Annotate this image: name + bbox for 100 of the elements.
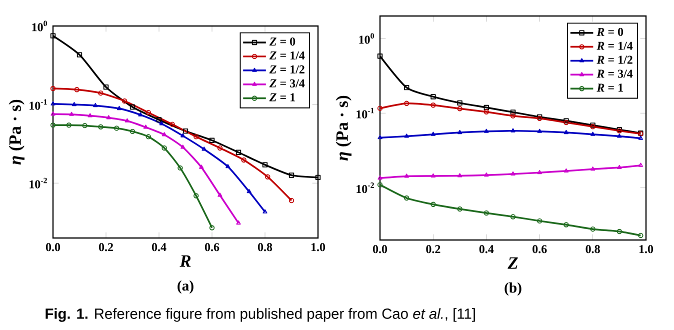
point: [265, 174, 270, 180]
point: [180, 144, 186, 149]
point: [510, 128, 516, 132]
point: [194, 193, 199, 198]
point: [510, 113, 516, 118]
point: [484, 109, 490, 114]
point: [116, 106, 122, 110]
y-tick-label: 10$^{-2}$: [356, 182, 374, 194]
point: [537, 170, 542, 174]
point: [130, 104, 136, 110]
point: [138, 112, 143, 116]
text: (b): [504, 282, 522, 296]
point: [564, 222, 569, 228]
point: [616, 228, 622, 234]
point: [194, 134, 199, 140]
point: [315, 174, 321, 180]
point: [98, 124, 104, 130]
point: [510, 110, 516, 115]
legend-label: R = 1/4: [596, 42, 633, 50]
text: Fig. 1. Reference figure from published paper from Cao et al., [11]: [46, 308, 475, 322]
point: [430, 202, 436, 207]
point: [103, 84, 109, 90]
point: [241, 157, 246, 163]
point: [457, 100, 462, 106]
point: [76, 52, 82, 58]
point: [98, 90, 104, 96]
point: [510, 214, 516, 220]
point: [156, 117, 162, 122]
legend-label: Z = 1/2: [269, 65, 304, 74]
point: [457, 130, 462, 134]
point: [484, 128, 489, 133]
point: [124, 118, 130, 122]
point: [246, 188, 252, 194]
point: [404, 100, 410, 106]
point: [170, 122, 175, 127]
point: [236, 150, 242, 155]
point: [404, 84, 410, 90]
point: [202, 146, 206, 151]
point: [122, 98, 128, 104]
point: [617, 164, 622, 170]
point: [404, 174, 409, 178]
x-tick-label: 0.0: [46, 243, 60, 252]
point: [162, 132, 167, 136]
y-tick-label: 10$^{-1}$: [356, 108, 374, 118]
x-tick-label: 0.2: [98, 243, 113, 252]
x-tick-label: 0.6: [532, 245, 547, 254]
x-tick-label: 0.0: [372, 245, 388, 254]
point: [218, 192, 222, 197]
point: [69, 112, 74, 116]
point: [457, 173, 462, 178]
point: [430, 102, 436, 108]
point: [590, 226, 596, 232]
point: [74, 87, 80, 92]
point: [484, 172, 489, 177]
legend-label: Z = 1: [269, 93, 295, 102]
point: [430, 173, 436, 178]
point: [288, 172, 294, 178]
point: [564, 168, 569, 173]
y-tick-label: 10$^{-2}$: [30, 178, 47, 188]
point: [146, 110, 152, 116]
point: [430, 132, 436, 136]
point: [617, 134, 622, 138]
x-tick-label: 0.8: [586, 245, 600, 254]
point: [199, 164, 204, 169]
point: [178, 165, 183, 171]
legend-label: R = 0: [596, 28, 624, 36]
point: [430, 94, 436, 100]
point: [50, 33, 56, 38]
x-tick-label: 0.4: [479, 245, 494, 254]
point: [159, 121, 164, 126]
y-axis-title: η (Pa · s): [336, 96, 352, 161]
point: [146, 134, 152, 140]
point: [209, 138, 215, 143]
point: [72, 102, 77, 106]
point: [226, 164, 230, 168]
point: [537, 218, 542, 224]
point: [262, 162, 268, 168]
point: [106, 115, 111, 120]
point: [217, 145, 223, 151]
point: [180, 133, 186, 138]
point: [93, 102, 98, 108]
y-tick-label: 10$^{0}$: [359, 33, 374, 44]
point: [404, 195, 410, 201]
point: [510, 171, 516, 176]
legend-label: R = 1: [596, 84, 623, 92]
legend-label: R = 1/2: [596, 56, 632, 64]
point: [143, 124, 148, 129]
point: [162, 145, 167, 151]
point: [457, 106, 462, 112]
legend-label: Z = 0: [269, 37, 296, 46]
legend-label: Z = 1/4: [269, 51, 305, 60]
x-tick-label: 0.6: [204, 243, 220, 252]
legend-label: R = 3/4: [596, 70, 633, 78]
point: [457, 206, 462, 212]
point: [484, 210, 490, 216]
point: [66, 122, 72, 128]
point: [590, 132, 596, 136]
point: [564, 130, 569, 134]
point: [590, 166, 596, 171]
point: [114, 126, 120, 131]
